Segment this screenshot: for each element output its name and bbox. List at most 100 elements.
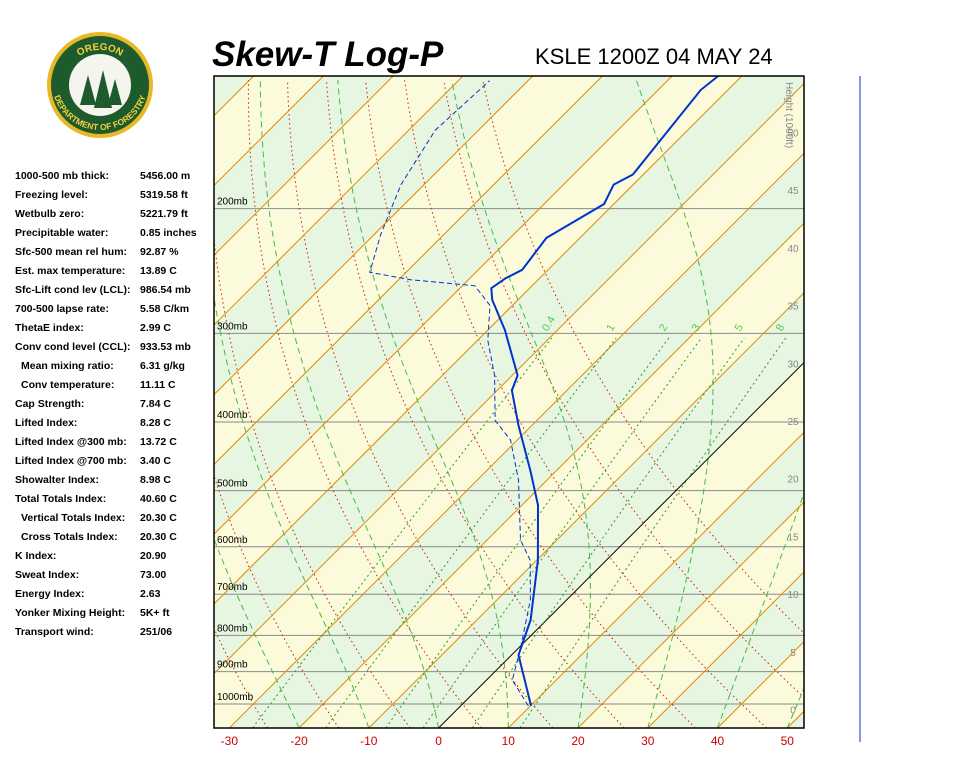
mixing-ratio-line xyxy=(325,337,617,728)
index-value: 20.30 C xyxy=(140,512,177,524)
mixing-ratio-line xyxy=(385,337,670,728)
isotherm-band xyxy=(787,711,804,728)
index-label: Lifted Index @300 mb: xyxy=(15,436,127,448)
height-tick-label: 0 xyxy=(790,706,796,717)
index-value: 5319.58 ft xyxy=(140,189,188,201)
pressure-label: 300mb xyxy=(217,321,248,332)
index-label: Conv cond level (CCL): xyxy=(15,341,131,353)
x-tick-label: -10 xyxy=(360,734,378,748)
index-value: 933.53 mb xyxy=(140,341,191,353)
index-label: Cross Totals Index: xyxy=(21,531,118,543)
index-value: 73.00 xyxy=(140,569,166,581)
height-tick-label: 45 xyxy=(787,186,799,197)
pressure-label: 700mb xyxy=(217,582,248,593)
x-tick-label: 0 xyxy=(435,734,442,748)
height-tick-label: 20 xyxy=(787,475,799,486)
x-tick-label: 30 xyxy=(641,734,655,748)
dry-adiabat xyxy=(287,79,554,728)
axes: 1000mb 900mb 800mb 700mb 600mb 500mb 400mb 300m… xyxy=(217,82,799,748)
height-tick-label: 40 xyxy=(787,244,799,255)
index-label: Mean mixing ratio: xyxy=(21,360,114,372)
plot-background: 0.4 1 2 3 5 8 xyxy=(214,76,960,728)
dry-adiabat xyxy=(247,80,482,728)
x-tick-label: 10 xyxy=(502,734,516,748)
index-label: Freezing level: xyxy=(15,189,88,201)
index-label: Transport wind: xyxy=(15,626,94,638)
moist-adiabat xyxy=(857,80,960,728)
mixing-ratio-label: 2 xyxy=(657,322,670,333)
index-value: 5221.79 ft xyxy=(140,208,188,220)
isotherm xyxy=(857,76,960,728)
isotherm-band xyxy=(214,76,804,674)
index-label: Showalter Index: xyxy=(15,474,99,486)
height-tick-label: 25 xyxy=(787,417,799,428)
pressure-label: 800mb xyxy=(217,623,248,634)
moist-adiabat xyxy=(786,687,804,728)
index-label: Sweat Index: xyxy=(15,569,79,581)
moist-adiabat xyxy=(337,79,509,728)
isotherm xyxy=(214,76,603,466)
index-value: 5K+ ft xyxy=(140,607,170,619)
index-value: 2.99 C xyxy=(140,322,171,334)
index-value: 251/06 xyxy=(140,626,172,638)
chart-title: Skew-T Log-P xyxy=(212,35,444,74)
pressure-label: 900mb xyxy=(217,660,248,671)
isotherm xyxy=(647,571,804,728)
mixing-ratio-label: 1 xyxy=(604,322,617,333)
isotherm xyxy=(214,76,394,256)
index-label: Lifted Index: xyxy=(15,417,77,429)
index-value: 7.84 C xyxy=(140,398,171,410)
x-tick-label: 40 xyxy=(711,734,725,748)
index-value: 0.85 inches xyxy=(140,227,197,239)
index-value: 986.54 mb xyxy=(140,284,191,296)
height-tick-label: 15 xyxy=(787,532,799,543)
isotherm xyxy=(786,710,804,728)
index-label: Vertical Totals Index: xyxy=(21,512,125,524)
mixing-ratio-label: 5 xyxy=(732,322,745,333)
isotherm xyxy=(214,82,804,675)
dry-adiabat xyxy=(404,79,768,728)
index-value: 11.11 C xyxy=(140,379,176,391)
index-value: 13.89 C xyxy=(140,265,177,277)
index-label: Precipitable water: xyxy=(15,227,108,239)
height-tick-label: 10 xyxy=(787,590,799,601)
index-label: Total Totals Index: xyxy=(15,493,106,505)
index-label: 1000-500 mb thick: xyxy=(15,170,109,182)
isotherm xyxy=(577,501,804,728)
index-label: ThetaE index: xyxy=(15,322,84,334)
index-label: Yonker Mixing Height: xyxy=(15,607,125,619)
index-value: 6.31 g/kg xyxy=(140,360,185,372)
isotherm-band xyxy=(214,83,804,728)
index-value: 8.98 C xyxy=(140,474,171,486)
index-label: Wetbulb zero: xyxy=(15,208,84,220)
pressure-label: 500mb xyxy=(217,479,248,490)
isotherm xyxy=(368,292,804,728)
index-label: Energy Index: xyxy=(15,588,84,600)
temperature-line xyxy=(490,76,719,707)
isotherm xyxy=(214,76,464,326)
moist-adiabat xyxy=(717,491,804,728)
isotherm xyxy=(214,76,533,396)
x-tick-label: 20 xyxy=(571,734,585,748)
index-label: Est. max temperature: xyxy=(15,265,125,277)
index-label: Lifted Index @700 mb: xyxy=(15,455,127,467)
logo-trees xyxy=(80,70,122,108)
index-value: 5456.00 m xyxy=(140,170,190,182)
height-axis-label: Height (1000ft) xyxy=(783,82,794,148)
height-tick-label: 50 xyxy=(787,129,799,140)
mixing-ratio-label: 3 xyxy=(690,322,703,333)
moist-adiabat xyxy=(259,79,440,728)
plot-frame xyxy=(213,75,805,729)
index-value: 2.63 xyxy=(140,588,161,600)
isotherm xyxy=(298,222,804,728)
plot-foreground xyxy=(369,76,719,707)
pressure-label: 1000mb xyxy=(217,692,254,703)
index-value: 5.58 C/km xyxy=(140,303,189,315)
index-value: 20.90 xyxy=(140,550,166,562)
isotherm xyxy=(228,152,804,728)
isotherm xyxy=(214,76,673,535)
dry-adiabat xyxy=(214,233,411,728)
height-tick-label: 30 xyxy=(787,359,799,370)
isotherm xyxy=(214,76,324,187)
